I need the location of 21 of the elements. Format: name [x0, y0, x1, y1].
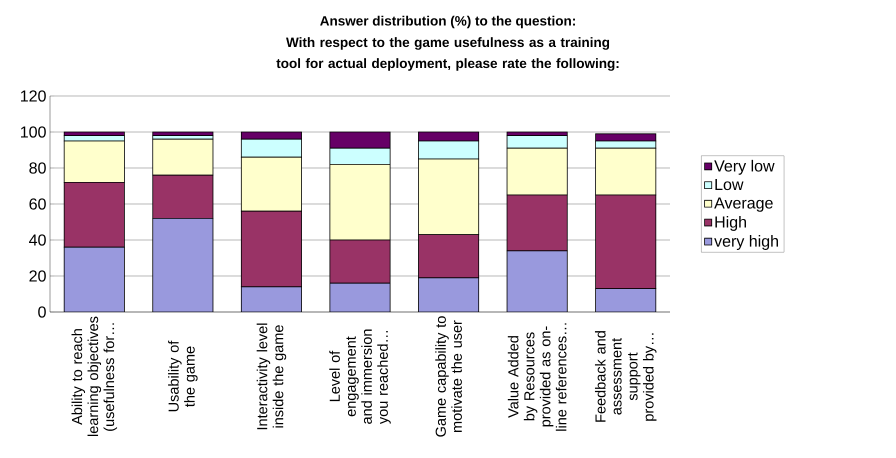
y-tick-label: 40 — [29, 234, 46, 246]
legend-label: Average — [714, 197, 773, 212]
y-tick-label: 0 — [38, 306, 46, 318]
y-tick-label: 100 — [20, 126, 46, 138]
legend-label: High — [715, 216, 746, 231]
x-tick-label: Interactivity level inside the game — [256, 324, 286, 430]
y-tick-label: 20 — [29, 270, 46, 282]
x-tick-label: Usability of the game — [168, 340, 198, 412]
y-tick-label: 120 — [20, 90, 46, 102]
chart-title: Answer distribution (%) to the question: — [320, 16, 575, 28]
chart-subtitle: With respect to the game usefulness as a training tool for actual deployment, please rate the following: — [276, 37, 618, 71]
x-tick-label: Value Added by Resources provided as on-line references… — [508, 323, 566, 431]
y-tick-label: 60 — [29, 198, 46, 210]
x-tick-label: Level of engagement and immersion you reached… — [329, 330, 391, 424]
x-tick-label: Ability to reach learning objectives (usefulness for… — [72, 316, 118, 436]
legend-label: Low — [715, 178, 744, 190]
legend-label: very high — [714, 235, 778, 250]
x-tick-label: Feedback and assessment support provided by… — [594, 331, 656, 422]
x-tick-label: Game capability to motivate the user — [435, 316, 462, 437]
legend-label: Very low — [714, 160, 775, 175]
y-tick-label: 80 — [29, 162, 46, 174]
